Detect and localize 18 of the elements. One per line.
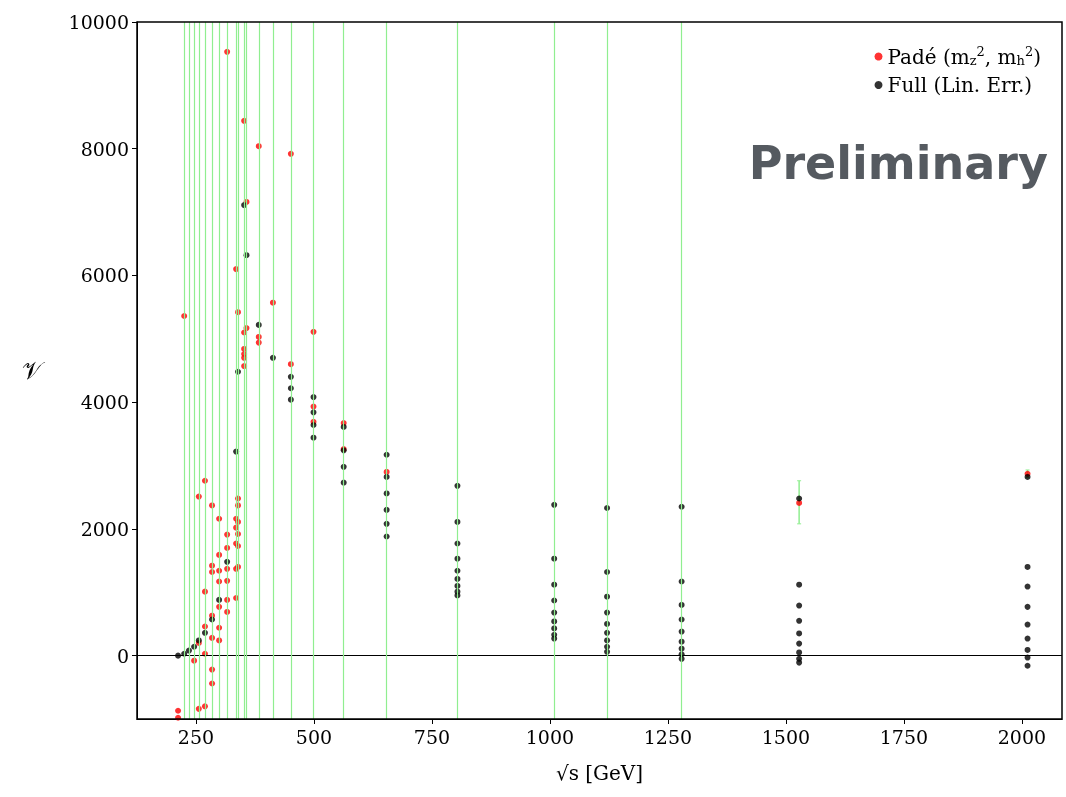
y-tick-label: 8000 <box>80 137 129 160</box>
annotation: Preliminary <box>748 136 1049 190</box>
x-tick-label: 1000 <box>525 725 575 748</box>
x-tick-label: 750 <box>413 725 451 748</box>
x-tick-label: 2000 <box>997 725 1047 748</box>
y-tick-label: 0 <box>116 644 129 667</box>
y-tick-label: 6000 <box>80 264 129 287</box>
y-tick-label: 2000 <box>80 517 129 540</box>
y-axis-title: 𝒱 <box>22 356 46 385</box>
x-tick-label: 1500 <box>761 725 811 748</box>
x-tick-label: 1250 <box>643 725 693 748</box>
x-tick-label: 250 <box>177 725 215 748</box>
y-tick-label: 10000 <box>68 11 129 33</box>
x-tick-label: 1750 <box>879 725 929 748</box>
legend-label: Full (Lin. Err.) <box>887 73 1033 97</box>
x-axis-title: √s [GeV] <box>555 761 644 785</box>
x-tick-label: 500 <box>295 725 333 748</box>
y-tick-label: 4000 <box>80 391 129 414</box>
